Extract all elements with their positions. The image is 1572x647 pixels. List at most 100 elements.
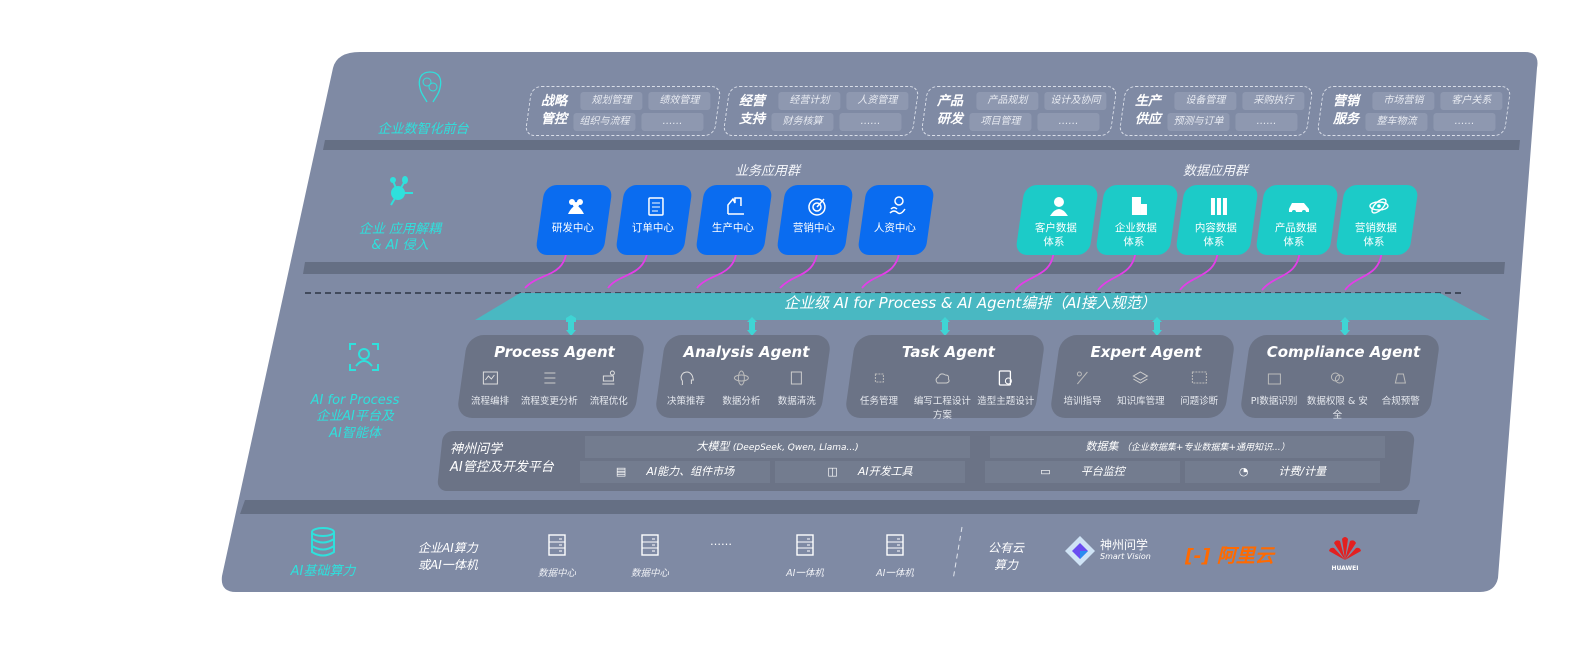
expert-agent[interactable]: Expert Agent 培训指导 知识库管理 问题诊断 [1049, 335, 1236, 418]
agent-item: 问题诊断 [1170, 369, 1228, 407]
group-marketing: 营销服务 市场营销 客户关系 整车物流 …… [1316, 86, 1512, 136]
chip: 项目管理 [969, 113, 1032, 131]
list-settings-icon [544, 372, 556, 384]
target-icon [808, 198, 826, 216]
chip: 客户关系 [1440, 92, 1503, 110]
checklist-clock-icon [999, 370, 1013, 386]
chip: 规划管理 [580, 92, 643, 110]
layers-icon [1132, 371, 1149, 384]
card-rnd-center[interactable]: 研发中心 [535, 185, 613, 255]
data-center-2: 数据中心 [615, 533, 685, 579]
enterprise-compute-1: 企业AI算力 [418, 541, 478, 555]
training-icon [1077, 371, 1088, 385]
card-marketing-data[interactable]: 营销数据 体系 [1335, 185, 1419, 255]
server-icon [548, 534, 566, 556]
process-agent[interactable]: Process Agent 流程编排 流程变更分析 流程优化 [456, 335, 646, 418]
huawei-logo: HUAWEI [1325, 535, 1365, 572]
card-content-data[interactable]: 内容数据 体系 [1175, 185, 1259, 255]
data-center-1: 数据中心 [522, 533, 592, 579]
chip: 组织与流程 [573, 113, 636, 131]
chip: 财务核算 [771, 113, 834, 131]
ellipsis: …… [710, 535, 732, 548]
chip: 经营计划 [778, 92, 841, 110]
team-icon [567, 199, 584, 214]
optimize-icon [602, 370, 616, 385]
platform-title-2: AI管控及开发平台 [450, 460, 554, 475]
clipboard-icon [648, 197, 664, 216]
task-agent[interactable]: Task Agent 任务管理 编写工程设计方案 造型主题设计 [844, 335, 1046, 421]
agent-item: 数据权限 & 安全 [1306, 369, 1369, 421]
ai-dev-tools-cell[interactable]: ◫ AI开发工具 [775, 461, 965, 483]
market-icon: ▤ [615, 465, 627, 478]
car-icon [1288, 203, 1309, 214]
smartvision-logo: 神州问学 Smart Vision [1064, 535, 1151, 567]
connector-arrows [524, 247, 1383, 291]
chip: 产品规划 [976, 92, 1039, 110]
smartvision-diamond-icon [1065, 536, 1095, 566]
card-marketing-center[interactable]: 营销中心 [776, 185, 854, 255]
group-supply: 生产供应 设备管理 采购执行 预测与订单 …… [1118, 86, 1314, 136]
monitor-icon: ▭ [1040, 465, 1051, 478]
building-icon [1131, 197, 1147, 215]
front-layer-label: 企业数智化前台 [377, 122, 469, 137]
dev-tool-icon: ◫ [827, 465, 838, 478]
id-card-icon [1267, 373, 1281, 385]
compliance-agent[interactable]: Compliance Agent PI数据识别 数据权限 & 安全 合规预警 [1239, 335, 1441, 421]
card-enterprise-data[interactable]: 企业数据 体系 [1095, 185, 1179, 255]
agent-item: 造型主题设计 [974, 369, 1037, 421]
workflow-icon [482, 371, 498, 385]
agent-item: 知识库管理 [1112, 369, 1170, 407]
card-customer-data[interactable]: 客户数据 体系 [1015, 185, 1099, 255]
molecule-icon [390, 176, 413, 206]
agent-item: 数据清洗 [769, 369, 824, 407]
agent-item: 数据分析 [714, 369, 769, 407]
agent-item: PI数据识别 [1243, 369, 1306, 421]
chip: …… [1433, 113, 1496, 131]
warning-icon [1395, 373, 1407, 384]
head-idea-icon [680, 371, 694, 385]
agent-item: 决策推荐 [659, 369, 714, 407]
business-apps-title: 业务应用群 [735, 164, 801, 179]
group-operations: 经营支持 经营计划 人资管理 财务核算 …… [722, 86, 920, 136]
agent-item: 合规预警 [1369, 369, 1432, 421]
chip: …… [1037, 113, 1100, 131]
agent-item: 流程优化 [579, 369, 638, 407]
agent-item: 流程编排 [461, 369, 520, 407]
public-cloud-2: 算力 [994, 558, 1019, 572]
platform-monitor-cell[interactable]: ▭ 平台监控 [985, 461, 1180, 483]
analysis-agent[interactable]: Analysis Agent 决策推荐 数据分析 数据清洗 [654, 335, 832, 418]
factory-icon [727, 197, 744, 215]
ai-market-cell[interactable]: ▤ AI能力、组件市场 [580, 461, 770, 483]
cloud-design-icon [935, 373, 950, 384]
person-wave-icon [889, 196, 906, 215]
ai-layer-label-3: AI智能体 [329, 425, 381, 441]
atom-icon [733, 370, 749, 386]
chip: 预测与订单 [1167, 113, 1230, 131]
chip: 整车物流 [1365, 113, 1428, 131]
agent-item: 流程变更分析 [520, 369, 579, 407]
chip: 市场营销 [1372, 92, 1435, 110]
chip: 人资管理 [846, 92, 909, 110]
aliyun-bracket-icon: [-] [1185, 545, 1211, 567]
group-rnd: 产品研发 产品规划 设计及协同 项目管理 …… [920, 86, 1118, 136]
card-hr-center[interactable]: 人资中心 [857, 185, 935, 255]
enterprise-compute-2: 或AI一体机 [418, 558, 478, 572]
card-order-center[interactable]: 订单中心 [615, 185, 693, 255]
infra-layer-label: AI基础算力 [290, 564, 356, 579]
group-strategy: 战略管控 规划管理 绩效管理 组织与流程 …… [524, 86, 722, 136]
dataset-row: 数据集 （企业数据集+专业数据集+通用知识...） [990, 436, 1385, 458]
ai-layer-label-1: AI for Process [310, 393, 400, 408]
agent-item: 编写工程设计方案 [911, 369, 974, 421]
ai-appliance-2: AI一体机 [860, 533, 930, 579]
aliyun-logo: [-] 阿里云 [1185, 545, 1274, 567]
database-icon [311, 527, 335, 557]
apps-layer-label-1: 企业 应用解耦 [358, 222, 442, 237]
card-product-data[interactable]: 产品数据 体系 [1255, 185, 1339, 255]
card-production-center[interactable]: 生产中心 [695, 185, 773, 255]
ai-layer-label-2: 企业AI平台及 [316, 409, 394, 425]
billing-cell[interactable]: ◔ 计费/计量 [1185, 461, 1380, 483]
chip: …… [641, 113, 704, 131]
user-icon [1049, 197, 1068, 216]
ai-orchestration-band: 企业级 AI for Process & AI Agent编排（AI接入规范） [784, 294, 1156, 312]
face-scan-icon [349, 343, 379, 371]
